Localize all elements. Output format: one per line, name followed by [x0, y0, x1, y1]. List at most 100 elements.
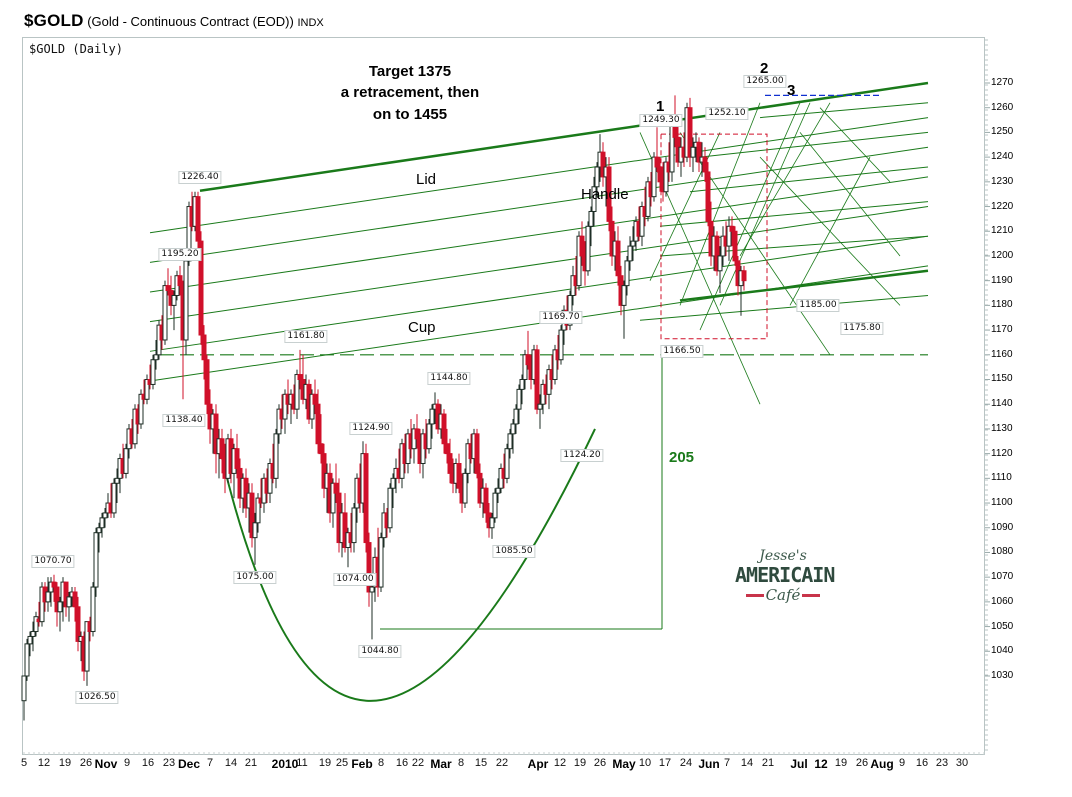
candle-up — [546, 369, 552, 395]
candle-down — [363, 453, 369, 544]
candle-down — [714, 235, 720, 272]
candle-down — [213, 413, 219, 455]
price-callout: 1044.80 — [358, 645, 402, 659]
candle-up — [132, 408, 138, 445]
price-callout: 1169.70 — [539, 310, 583, 324]
candle-down — [318, 443, 324, 455]
candle-down — [315, 403, 321, 445]
candle-up — [576, 235, 582, 287]
candle-up — [426, 423, 432, 450]
x-tick-label: 23 — [935, 757, 949, 769]
candle-up — [645, 181, 651, 217]
x-tick-label: 11 — [296, 757, 308, 769]
x-tick-label: 8 — [377, 757, 385, 769]
candle-up — [558, 329, 564, 361]
candle-up — [510, 423, 516, 435]
y-tick-label: 1180 — [991, 299, 1013, 311]
handle-channel-line — [639, 294, 929, 321]
x-tick-label: 12 — [37, 757, 51, 769]
candle-down — [456, 463, 462, 489]
candle-up — [378, 537, 384, 588]
candle-up — [330, 482, 336, 514]
candle-up — [567, 294, 573, 326]
handle-channel-line — [689, 166, 929, 193]
y-tick-label: 1160 — [991, 348, 1013, 360]
handle-channel-line — [659, 201, 929, 227]
channel-line — [149, 146, 929, 263]
candle-up — [186, 206, 192, 262]
candle-down — [441, 413, 447, 445]
candle-up — [102, 512, 108, 519]
candle-up — [39, 586, 45, 623]
symbol-description: (Gold - Continuous Contract (EOD)) — [87, 14, 294, 29]
annotation-target-2: a retracement, then — [340, 84, 480, 101]
x-tick-label: 25 — [335, 757, 349, 769]
x-tick-label: 7 — [723, 757, 731, 769]
candle-up — [276, 408, 282, 435]
candle-up — [111, 482, 117, 514]
price-callout: 1138.40 — [162, 414, 206, 428]
candle-down — [615, 240, 621, 277]
y-tick-label: 1110 — [991, 472, 1012, 484]
candle-down — [600, 151, 606, 178]
x-tick-label: 7 — [206, 757, 214, 769]
x-tick-label: 22 — [411, 757, 425, 769]
candle-up — [33, 616, 39, 633]
x-tick-label: Dec — [177, 757, 201, 771]
x-tick-label: 22 — [495, 757, 509, 769]
price-callout: 1175.80 — [840, 321, 884, 335]
x-tick-label: 12 — [553, 757, 567, 769]
candle-down — [579, 235, 585, 257]
y-tick-label: 1260 — [991, 101, 1014, 113]
candle-up — [30, 631, 36, 637]
channel-line — [149, 176, 929, 293]
y-tick-label: 1060 — [991, 595, 1014, 607]
x-tick-label: May — [612, 757, 636, 771]
candle-up — [462, 472, 468, 504]
fan-line — [739, 102, 831, 257]
y-tick-label: 1140 — [991, 398, 1013, 410]
x-tick-label: 24 — [679, 757, 693, 769]
retracement-box — [660, 133, 768, 340]
fan-line — [819, 107, 891, 183]
candle-up — [663, 161, 669, 193]
x-tick-label: 30 — [955, 757, 969, 769]
x-tick-label: 12 — [814, 757, 828, 771]
candle-up — [282, 393, 288, 420]
candle-down — [609, 220, 615, 257]
y-tick-label: 1250 — [991, 126, 1014, 138]
annotation-depth: 205 — [669, 449, 695, 466]
price-callout: 1075.00 — [233, 570, 277, 584]
candle-down — [198, 240, 204, 336]
candle-up — [273, 433, 279, 479]
candle-up — [507, 433, 513, 450]
x-tick-label: 2010 — [271, 757, 299, 771]
y-tick-label: 1200 — [991, 249, 1014, 261]
y-tick-label: 1030 — [991, 669, 1014, 681]
fan-line — [789, 156, 871, 306]
candle-down — [219, 438, 225, 460]
x-tick-label: Jul — [790, 757, 808, 771]
candle-up — [294, 374, 300, 410]
candle-up — [252, 522, 258, 539]
price-callout: 1185.00 — [796, 299, 840, 313]
handle-channel-line — [699, 131, 929, 158]
price-callout: 1226.40 — [178, 170, 222, 184]
candle-up — [627, 245, 633, 262]
price-callout: 1074.00 — [333, 573, 377, 587]
x-tick-label: 19 — [318, 757, 332, 769]
x-tick-label: 19 — [834, 757, 848, 769]
x-tick-label: 21 — [244, 757, 258, 769]
y-tick-label: 1150 — [991, 373, 1013, 385]
symbol: $GOLD — [24, 11, 84, 30]
y-tick-label: 1100 — [991, 497, 1013, 509]
x-tick-label: Nov — [94, 757, 118, 771]
watermark-logo: Jesse's AMERICAIN Café — [735, 548, 835, 648]
candle-down — [51, 581, 57, 588]
candle-up — [162, 285, 168, 341]
candle-down — [654, 156, 660, 168]
y-tick-label: 1190 — [991, 274, 1013, 286]
y-tick-label: 1210 — [991, 225, 1014, 237]
candle-down — [165, 285, 171, 292]
candle-down — [54, 586, 60, 613]
